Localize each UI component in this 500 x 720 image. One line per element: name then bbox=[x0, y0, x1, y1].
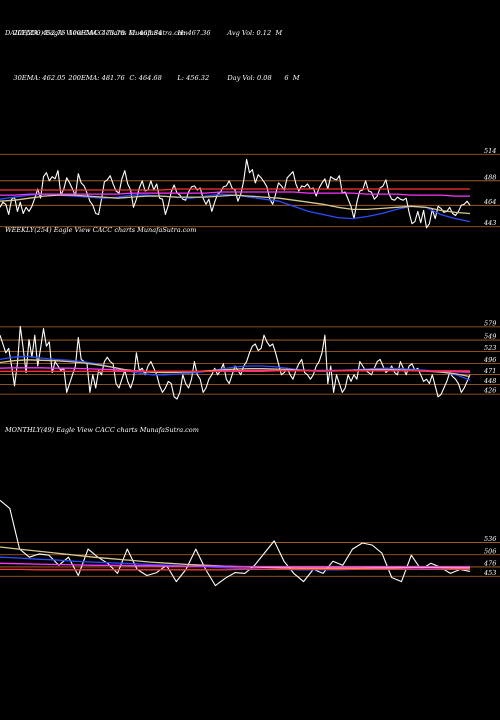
stat-100ema: 100EMA: 473.78 bbox=[68, 29, 125, 37]
daily-tick-label: 514 bbox=[484, 147, 496, 155]
monthly-tick-label: 536 bbox=[484, 535, 496, 543]
daily-tick-label: 464 bbox=[483, 198, 496, 206]
stat-30ema: 30EMA: 462.05 bbox=[13, 74, 66, 82]
stat-low: L: 456.32 bbox=[177, 74, 210, 82]
stat-avg-vol: Avg Vol: 0.12 M bbox=[227, 29, 283, 37]
weekly-tick-label: 426 bbox=[483, 387, 496, 395]
monthly-ema-blue-line bbox=[0, 556, 471, 571]
stat-close: C: 464.68 bbox=[129, 74, 162, 82]
weekly-tick-label: 523 bbox=[484, 344, 496, 352]
stat-20ema: 20EMA: 452.75 bbox=[13, 29, 66, 37]
stats-row-1: 20EMA: 452.75 100EMA: 473.78 O: 463.84 H: 4… bbox=[5, 20, 300, 47]
stat-open: O: 463.84 bbox=[129, 29, 163, 37]
stat-high: H: 467.36 bbox=[177, 29, 211, 37]
monthly-tick-label: 506 bbox=[484, 547, 496, 555]
daily-ema-red-line bbox=[0, 188, 470, 191]
monthly-panel-title: MONTHLY(49) Eagle View CACC charts Munaf… bbox=[4, 426, 199, 434]
stats-header: 20EMA: 452.75 100EMA: 473.78 O: 463.84 H: 4… bbox=[5, 2, 300, 101]
weekly-tick-label: 579 bbox=[484, 319, 496, 327]
weekly-tick-label: 549 bbox=[484, 333, 496, 341]
stat-volume-unit: 6 M bbox=[284, 74, 300, 82]
daily-tick-label: 443 bbox=[483, 219, 496, 227]
stat-200ema: 200EMA: 481.76 bbox=[68, 74, 125, 82]
daily-panel-title: DAILY(250) Eagle View CACC charts Munafa… bbox=[4, 29, 188, 37]
daily-ema-magenta-line bbox=[0, 191, 470, 197]
monthly-tick-label: 453 bbox=[483, 569, 496, 577]
daily-tick-label: 488 bbox=[483, 173, 496, 181]
weekly-tick-label: 496 bbox=[483, 356, 496, 364]
weekly-price-line bbox=[0, 325, 471, 400]
weekly-ema-tan-line bbox=[0, 359, 471, 378]
monthly-ema-magenta-line bbox=[0, 562, 470, 568]
weekly-tick-label: 448 bbox=[483, 377, 496, 385]
stats-row-2: 30EMA: 462.05 200EMA: 481.76 C: 464.68 L: 4… bbox=[5, 65, 300, 92]
monthly-panel: MONTHLY(49) Eagle View CACC charts Munaf… bbox=[0, 426, 500, 587]
weekly-tick-label: 471 bbox=[483, 367, 496, 375]
monthly-tick-label: 476 bbox=[483, 559, 496, 567]
daily-ema-tan-line bbox=[0, 194, 471, 215]
weekly-panel-title: WEEKLY(254) Eagle View CACC charts Munaf… bbox=[5, 226, 196, 234]
daily-panel: DAILY(250) Eagle View CACC charts Munafa… bbox=[0, 29, 500, 229]
stat-day-vol: Day Vol: 0.08 bbox=[227, 74, 272, 82]
monthly-price-line bbox=[0, 499, 471, 587]
weekly-ema-red-line bbox=[0, 370, 470, 372]
weekly-panel: WEEKLY(254) Eagle View CACC charts Munaf… bbox=[0, 226, 500, 400]
daily-price-line bbox=[0, 158, 471, 229]
weekly-ema-blue-line bbox=[0, 355, 471, 381]
